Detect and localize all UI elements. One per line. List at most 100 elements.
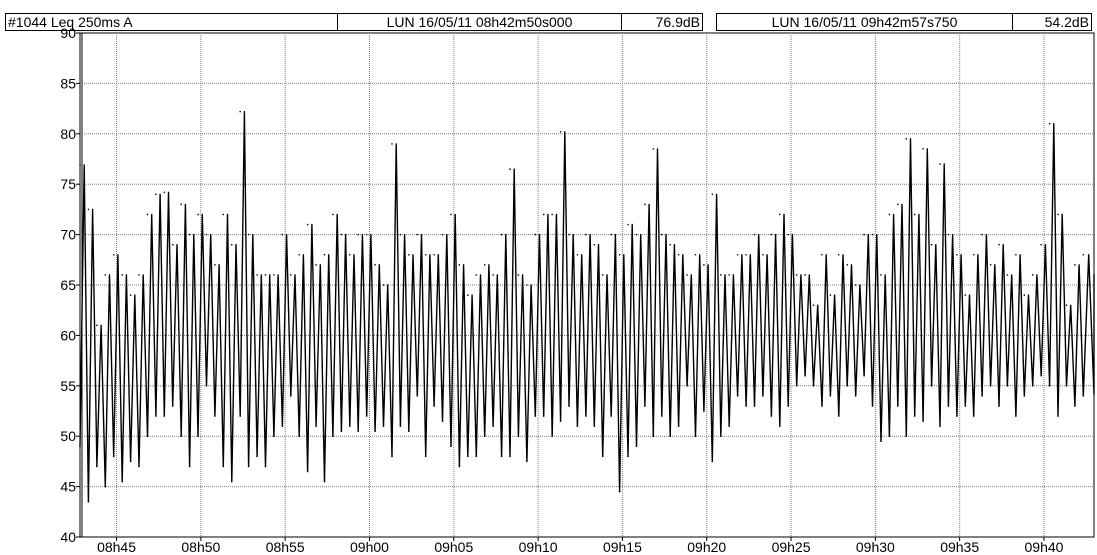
leq-max-point (753, 233, 756, 236)
y-tick-label: 70 (60, 227, 76, 243)
leq-min-point (745, 405, 747, 407)
leq-min-point (155, 415, 157, 417)
leq-max-point (610, 233, 612, 236)
leq-min-point (96, 465, 98, 468)
leq-max-point (1023, 294, 1026, 296)
leq-max-point (273, 274, 275, 276)
leq-max-point (1015, 253, 1017, 256)
leq-min-point (652, 435, 655, 438)
leq-min-point (247, 465, 250, 468)
cursor2-value: 54.2dB (1012, 13, 1092, 31)
leq-max-point (652, 148, 655, 150)
leq-max-point (517, 274, 520, 276)
leq-max-point (930, 243, 933, 246)
leq-min-point (256, 455, 258, 458)
leq-max-point (627, 223, 629, 226)
cursor1-time: LUN 16/05/11 08h42m50s000 (337, 13, 622, 31)
leq-max-point (155, 193, 157, 196)
leq-min-point (349, 425, 351, 427)
leq-min-point (601, 455, 604, 458)
leq-min-point (146, 435, 149, 438)
leq-max-point (1074, 264, 1076, 266)
leq-min-point (812, 385, 815, 387)
leq-max-point (534, 233, 537, 236)
x-tick-label: 08h50 (181, 539, 220, 555)
leq-min-point (559, 420, 562, 422)
leq-max-point (349, 253, 351, 256)
y-tick-label: 85 (60, 75, 76, 91)
x-tick-label: 09h20 (687, 539, 726, 555)
y-tick-label: 65 (60, 277, 76, 293)
x-tick-label: 09h00 (350, 539, 389, 555)
leq-min-point (854, 395, 857, 397)
leq-max-point (593, 243, 596, 246)
y-tick-label: 60 (60, 327, 76, 343)
leq-min-point (939, 425, 941, 427)
y-tick-label: 40 (60, 529, 76, 545)
leq-min-point (323, 480, 326, 483)
leq-min-point (433, 405, 435, 407)
leq-min-point (1006, 385, 1009, 387)
leq-max-point (129, 294, 132, 296)
leq-min-point (197, 435, 199, 438)
leq-max-point (281, 233, 284, 236)
leq-min-point (79, 445, 81, 448)
leq-min-point (112, 455, 115, 458)
leq-max-point (762, 253, 764, 256)
leq-max-point (112, 253, 115, 256)
leq-min-point (618, 490, 621, 493)
leq-min-point (585, 415, 587, 417)
leq-min-point (1082, 395, 1085, 397)
leq-min-point (1074, 405, 1076, 407)
leq-max-point (239, 110, 241, 113)
leq-min-point (736, 395, 739, 397)
leq-max-point (821, 253, 823, 256)
leq-max-point (745, 253, 747, 256)
leq-max-point (391, 143, 393, 145)
leq-min-point (87, 500, 90, 503)
leq-max-point (1057, 213, 1059, 216)
leq-min-point (669, 435, 671, 438)
leq-min-point (306, 470, 309, 473)
leq-min-point (930, 385, 933, 387)
leq-max-point (450, 213, 452, 216)
leq-min-point (230, 480, 233, 483)
leq-max-point (382, 284, 385, 286)
leq-max-point (939, 163, 941, 165)
x-tick-label: 09h10 (519, 539, 558, 555)
leq-min-point (281, 425, 284, 427)
leq-min-point (374, 430, 376, 432)
leq-max-point (1082, 253, 1085, 256)
leq-min-point (838, 415, 840, 417)
leq-min-point (332, 435, 334, 438)
leq-max-point (1065, 304, 1068, 306)
leq-min-point (821, 405, 823, 407)
leq-min-point (416, 395, 419, 397)
leq-max-point (138, 274, 140, 276)
y-tick-label: 55 (60, 378, 76, 394)
leq-max-point (551, 213, 553, 216)
leq-max-point (576, 253, 579, 256)
leq-min-point (1040, 374, 1042, 377)
leq-max-point (913, 213, 916, 216)
leq-min-point (1048, 385, 1051, 387)
leq-min-point (677, 425, 680, 427)
leq-max-point (770, 233, 773, 236)
leq-min-point (686, 385, 688, 387)
x-tick-label: 09h35 (940, 539, 979, 555)
leq-min-point (188, 465, 191, 468)
leq-min-point (382, 425, 385, 427)
leq-min-point (222, 465, 225, 468)
leq-min-point (1093, 393, 1095, 395)
leq-max-point (121, 274, 123, 276)
leq-max-point (298, 253, 301, 256)
leq-max-point (956, 253, 958, 256)
leq-min-point (871, 405, 874, 407)
leq-max-point (205, 233, 208, 236)
leq-max-point (1040, 243, 1042, 246)
leq-min-point (500, 455, 503, 458)
leq-min-point (972, 415, 975, 417)
leq-max-point (778, 213, 781, 216)
cursor2-time: LUN 16/05/11 09h42m57s750 (716, 13, 1013, 31)
leq-max-point (922, 148, 924, 150)
